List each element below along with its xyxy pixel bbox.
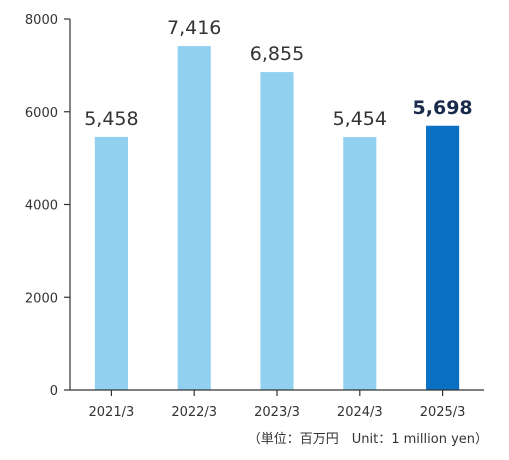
y-axis-ticks: 0 2000 4000 6000 8000	[25, 13, 70, 399]
x-tick-label: 2025/3	[420, 405, 466, 420]
bar-value-label: 7,416	[167, 17, 221, 39]
y-tick-label: 2000	[25, 291, 58, 306]
x-tick-label: 2024/3	[337, 405, 383, 420]
unit-note: （単位：百万円 Unit：1 million yen）	[248, 431, 488, 447]
bars	[94, 46, 460, 391]
x-tick-label: 2023/3	[254, 405, 300, 420]
bar-value-label: 6,855	[250, 43, 304, 65]
y-tick-label: 6000	[25, 106, 58, 121]
x-tick-label: 2022/3	[171, 405, 217, 420]
value-labels: 5,458 7,416 6,855 5,454 5,698	[84, 17, 472, 130]
y-tick-label: 0	[50, 384, 58, 399]
y-tick-label: 4000	[25, 199, 58, 214]
bar	[426, 125, 460, 390]
bar-value-label: 5,454	[333, 108, 387, 130]
bar	[260, 72, 294, 391]
y-tick-label: 8000	[25, 13, 58, 28]
bar	[177, 46, 211, 390]
x-tick-label: 2021/3	[89, 405, 135, 420]
bar-value-label: 5,698	[413, 97, 473, 119]
x-axis-ticks: 2021/3 2022/3 2023/3 2024/3 2025/3	[89, 390, 466, 420]
bar	[94, 136, 128, 390]
bar-value-label: 5,458	[84, 108, 138, 130]
bar	[343, 137, 377, 390]
